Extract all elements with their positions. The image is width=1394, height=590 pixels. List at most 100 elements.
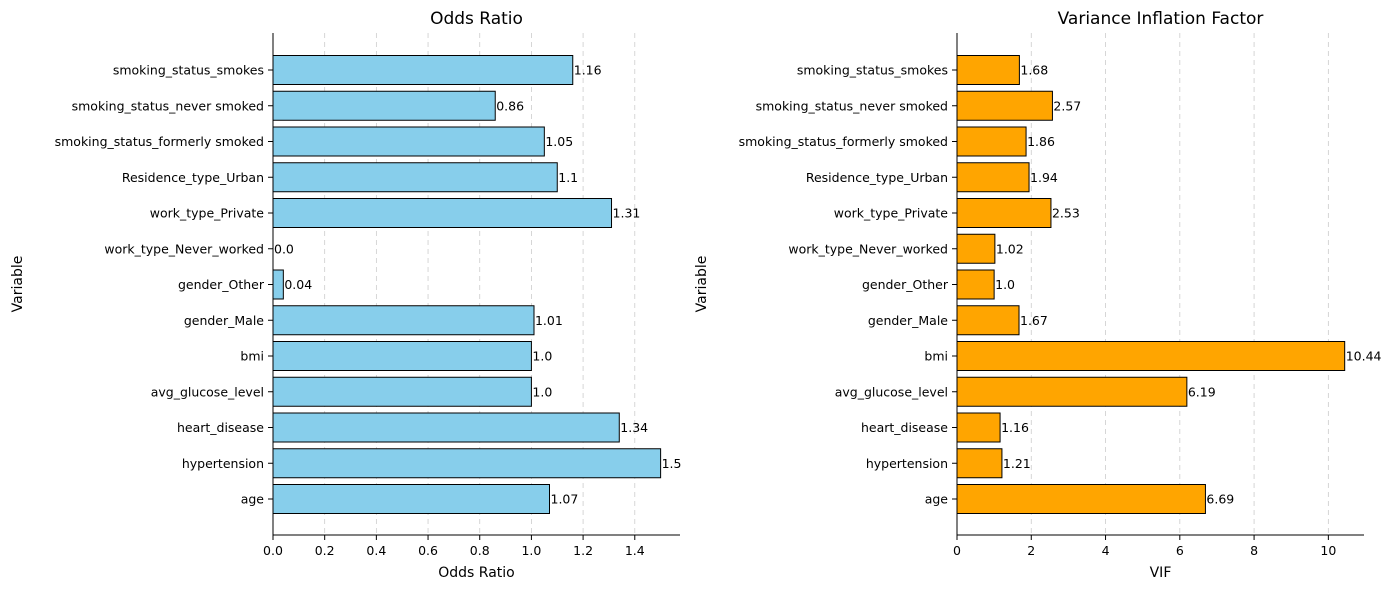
x-axis-label: VIF — [1150, 565, 1172, 581]
y-tick-label: avg_glucose_level — [151, 384, 264, 399]
y-tick-label: work_type_Private — [150, 206, 265, 221]
bar — [272, 376, 532, 407]
bar — [956, 55, 1020, 85]
bar — [272, 269, 284, 300]
bar — [956, 198, 1052, 228]
value-label: 1.0 — [995, 277, 1015, 292]
y-tick-label: Residence_type_Urban — [122, 170, 264, 185]
bar — [272, 126, 545, 157]
value-label: 1.5 — [662, 456, 682, 471]
x-tick-label: 0.8 — [470, 543, 490, 558]
value-label: 1.1 — [558, 170, 578, 185]
x-tick-label: 0.0 — [263, 543, 283, 558]
y-tick-label: gender_Male — [868, 313, 948, 328]
bar — [272, 198, 613, 228]
y-tick-label: smoking_status_smokes — [797, 63, 948, 78]
bar — [956, 341, 1346, 371]
x-tick-label: 8 — [1250, 543, 1258, 558]
x-tick-label: 4 — [1102, 543, 1110, 558]
bar — [272, 412, 620, 443]
x-tick-label: 1.4 — [625, 543, 645, 558]
x-tick-label: 0.4 — [366, 543, 386, 558]
bar — [956, 448, 1003, 479]
y-tick-label: Residence_type_Urban — [806, 170, 948, 185]
y-tick-label: age — [241, 492, 265, 507]
y-tick-label: gender_Male — [184, 313, 264, 328]
chart-title: Odds Ratio — [430, 9, 523, 29]
chart-panel-1: 1.07 age 1.5 hypertension 1.34 heart_disease 1… — [10, 9, 682, 581]
bar — [272, 55, 574, 85]
chart-panel-2: 6.69 age 1.21 hypertension 1.16 heart_disease… — [694, 9, 1382, 581]
value-label: 1.34 — [620, 420, 648, 435]
value-label: 1.86 — [1027, 134, 1055, 149]
y-tick-label: work_type_Private — [834, 206, 949, 221]
x-axis-label: Odds Ratio — [438, 565, 514, 581]
value-label: 2.57 — [1053, 98, 1081, 113]
bar — [956, 484, 1206, 514]
bar — [956, 412, 1001, 443]
x-tick-label: 1.0 — [521, 543, 541, 558]
x-tick-label: 0.2 — [315, 543, 335, 558]
x-tick-label: 1.2 — [573, 543, 593, 558]
y-tick-label: heart_disease — [861, 420, 948, 435]
value-label: 1.05 — [545, 134, 573, 149]
y-tick-label: smoking_status_smokes — [113, 63, 264, 78]
value-label: 1.02 — [996, 241, 1024, 256]
value-label: 10.44 — [1346, 349, 1382, 364]
bar — [272, 305, 535, 336]
value-label: 1.01 — [535, 313, 563, 328]
bar — [272, 162, 558, 193]
value-label: 1.16 — [1001, 420, 1029, 435]
y-tick-label: hypertension — [866, 456, 948, 471]
y-tick-label: heart_disease — [177, 420, 264, 435]
value-label: 1.94 — [1030, 170, 1058, 185]
bar — [956, 162, 1030, 193]
y-axis-label: Variable — [694, 256, 710, 313]
value-label: 6.19 — [1188, 384, 1216, 399]
y-tick-label: bmi — [924, 349, 948, 364]
value-label: 1.31 — [613, 206, 641, 221]
value-label: 1.07 — [551, 492, 579, 507]
x-tick-label: 0.6 — [418, 543, 438, 558]
bar — [956, 376, 1188, 407]
bar — [272, 448, 662, 479]
x-tick-label: 0 — [953, 543, 961, 558]
bar — [956, 126, 1027, 157]
bar — [272, 90, 496, 121]
y-tick-label: work_type_Never_worked — [788, 241, 948, 256]
y-tick-label: avg_glucose_level — [835, 384, 948, 399]
y-tick-label: age — [925, 492, 949, 507]
bar — [272, 341, 532, 371]
value-label: 2.53 — [1052, 206, 1080, 221]
y-tick-label: gender_Other — [862, 277, 949, 292]
value-label: 1.0 — [532, 349, 552, 364]
y-tick-label: smoking_status_formerly smoked — [55, 134, 264, 149]
y-tick-label: hypertension — [182, 456, 264, 471]
value-label: 0.86 — [496, 98, 524, 113]
value-label: 1.68 — [1020, 63, 1048, 78]
chart-title: Variance Inflation Factor — [1058, 9, 1264, 29]
bar — [956, 269, 995, 300]
bar — [272, 484, 551, 514]
y-tick-label: gender_Other — [178, 277, 265, 292]
value-label: 1.0 — [532, 384, 552, 399]
bar — [956, 305, 1020, 336]
y-tick-label: smoking_status_never smoked — [72, 98, 264, 113]
value-label: 1.16 — [574, 63, 602, 78]
bar — [956, 90, 1053, 121]
y-tick-label: smoking_status_formerly smoked — [739, 134, 948, 149]
y-axis-label: Variable — [10, 256, 26, 313]
y-tick-label: smoking_status_never smoked — [756, 98, 948, 113]
x-tick-label: 10 — [1320, 543, 1336, 558]
value-label: 0.04 — [284, 277, 312, 292]
value-label: 6.69 — [1206, 492, 1234, 507]
value-label: 0.0 — [274, 241, 294, 256]
value-label: 1.67 — [1020, 313, 1048, 328]
bar — [956, 233, 996, 264]
y-tick-label: bmi — [240, 349, 264, 364]
y-tick-label: work_type_Never_worked — [104, 241, 264, 256]
x-tick-label: 6 — [1176, 543, 1184, 558]
x-tick-label: 2 — [1027, 543, 1035, 558]
value-label: 1.21 — [1003, 456, 1031, 471]
